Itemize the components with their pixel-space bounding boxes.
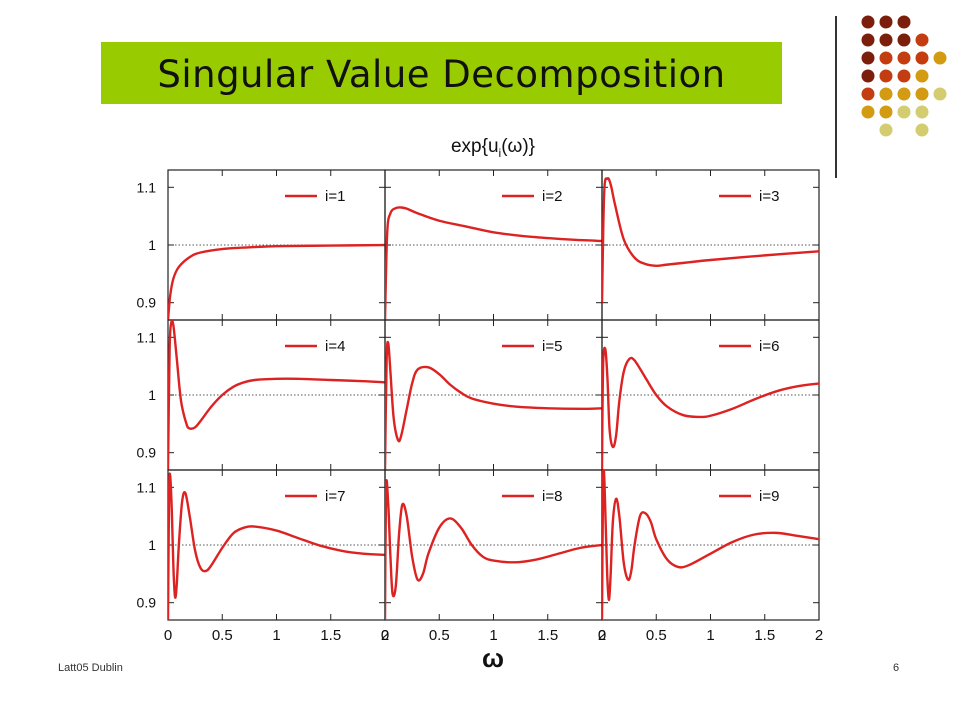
panel-1: 0.9 1 1.1 i=1 <box>137 169 386 321</box>
panel-9: 0 0.5 1 1.5 2 i=9 <box>598 469 823 644</box>
x-tick-label: 0 <box>381 627 389 644</box>
panel-4: 0.9 1 1.1 i=4 <box>137 319 386 471</box>
y-tick-label: 1 <box>148 237 156 253</box>
decorative-dot <box>897 51 911 65</box>
series-line-i=1 <box>168 243 385 320</box>
decorative-dot <box>879 33 893 47</box>
legend-label: i=5 <box>542 338 562 355</box>
decorative-dot <box>915 51 929 65</box>
series-line-i=4 <box>168 320 385 470</box>
legend-label: i=1 <box>325 188 345 205</box>
x-tick-label: 0.5 <box>429 627 450 644</box>
decorative-dot <box>915 87 929 101</box>
series-line-i=8 <box>385 479 602 620</box>
decorative-dot <box>915 105 929 119</box>
decorative-dot <box>897 69 911 83</box>
series-line-i=9 <box>602 470 819 620</box>
slide-number: 6 <box>893 662 900 674</box>
decorative-divider <box>835 16 837 178</box>
y-tick-label: 1 <box>148 537 156 553</box>
decorative-dot <box>933 87 947 101</box>
panel-7: 0.9 1 1.1 0 0.5 1 1.5 2 i=7 <box>137 469 389 644</box>
series-line-i=5 <box>385 340 602 470</box>
x-tick-label: 2 <box>815 627 823 644</box>
x-tick-label: 2 <box>598 627 606 644</box>
series-line-i=7 <box>168 472 385 620</box>
decorative-dot <box>933 51 947 65</box>
panel-8: 0 0.5 1 1.5 2 i=8 <box>381 469 606 644</box>
decorative-dot <box>879 123 893 137</box>
chart-panels: 0.911.1i=1 i=2 i=30.911.1i=4 i=5 i=60.911.10… <box>137 169 823 644</box>
x-tick-label: 1 <box>706 627 714 644</box>
legend-label: i=6 <box>759 338 779 355</box>
y-tick-label: 1.1 <box>137 479 157 495</box>
decorative-dot <box>861 33 875 47</box>
decorative-dot <box>879 87 893 101</box>
legend-label: i=2 <box>542 188 562 205</box>
y-tick-label: 0.9 <box>137 595 157 611</box>
title-bar: Singular Value Decomposition <box>101 42 782 104</box>
panel-5: i=5 <box>384 319 603 471</box>
decorative-dot <box>861 105 875 119</box>
decorative-dot <box>915 69 929 83</box>
panel-3: i=3 <box>601 169 820 321</box>
y-tick-label: 1.1 <box>137 329 157 345</box>
decorative-dot <box>915 123 929 137</box>
series-line-i=6 <box>602 346 819 470</box>
decorative-dot <box>879 51 893 65</box>
series-line-i=3 <box>602 177 819 303</box>
x-tick-label: 0.5 <box>646 627 667 644</box>
x-tick-label: 1 <box>272 627 280 644</box>
y-tick-label: 1.1 <box>137 179 157 195</box>
panel-6: i=6 <box>601 319 820 471</box>
decorative-dot <box>897 15 911 29</box>
slide-title: Singular Value Decomposition <box>157 52 726 96</box>
decorative-dot <box>861 69 875 83</box>
decorative-dot <box>861 15 875 29</box>
x-tick-label: 1.5 <box>537 627 558 644</box>
decorative-dot <box>915 33 929 47</box>
decorative-dot <box>879 15 893 29</box>
decorative-dot <box>897 87 911 101</box>
decorative-dot-pattern <box>861 15 947 137</box>
series-line-i=2 <box>385 206 602 320</box>
decorative-dot <box>897 33 911 47</box>
decorative-dot <box>861 87 875 101</box>
legend-label: i=9 <box>759 488 779 505</box>
decorative-dot <box>861 51 875 65</box>
decorative-dot <box>897 105 911 119</box>
x-tick-label: 1 <box>489 627 497 644</box>
y-tick-label: 0.9 <box>137 295 157 311</box>
x-tick-label: 0.5 <box>212 627 233 644</box>
x-tick-label: 0 <box>164 627 172 644</box>
decorative-dot <box>879 69 893 83</box>
x-tick-label: 0 <box>598 627 606 644</box>
x-axis-label: ω <box>482 643 504 673</box>
legend-label: i=8 <box>542 488 562 505</box>
panel-2: i=2 <box>384 169 603 321</box>
legend-label: i=4 <box>325 338 345 355</box>
y-tick-label: 1 <box>148 387 156 403</box>
x-tick-label: 1.5 <box>754 627 775 644</box>
x-tick-label: 1.5 <box>320 627 341 644</box>
decorative-dot <box>879 105 893 119</box>
y-tick-label: 0.9 <box>137 445 157 461</box>
legend-label: i=7 <box>325 488 345 505</box>
footer-left: Latt05 Dublin <box>58 662 123 674</box>
chart-title: exp{ui(ω)} <box>451 136 535 160</box>
legend-label: i=3 <box>759 188 779 205</box>
x-tick-label: 2 <box>381 627 389 644</box>
